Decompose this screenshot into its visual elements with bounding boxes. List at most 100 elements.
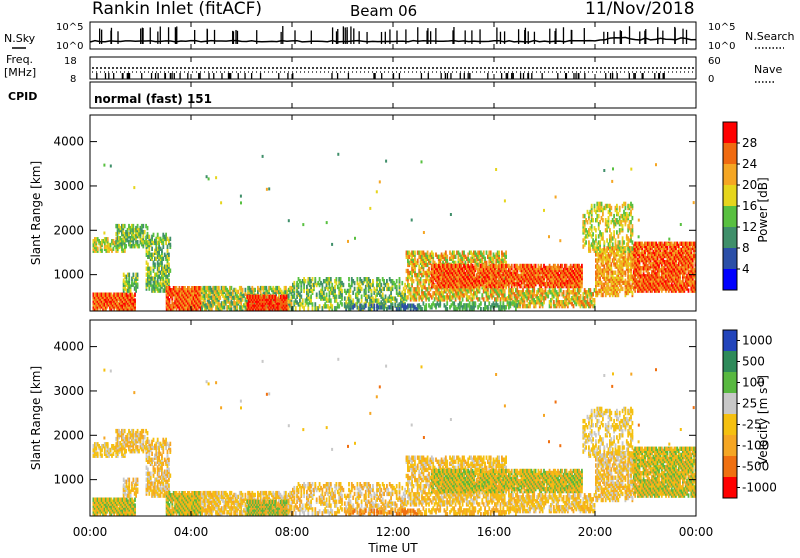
heatmap-cell <box>336 295 338 299</box>
heatmap-cell <box>312 302 314 306</box>
heatmap-cell <box>490 251 492 255</box>
heatmap-cell <box>473 295 475 299</box>
heatmap-cell <box>310 295 312 299</box>
heatmap-cell <box>245 288 247 292</box>
heatmap-cell <box>303 306 305 310</box>
freq-left-tick-bottom: 8 <box>70 74 76 85</box>
heatmap-cell <box>336 277 338 281</box>
heatmap-cell <box>148 286 150 290</box>
heatmap-cell <box>372 279 374 283</box>
heatmap-cell <box>134 298 136 302</box>
heatmap-cell <box>453 251 455 255</box>
heatmap-cell <box>299 298 301 302</box>
heatmap-cell <box>165 241 167 245</box>
heatmap-cell <box>336 281 338 285</box>
heatmap-cell <box>533 288 535 292</box>
heatmap-cell <box>338 304 340 308</box>
heatmap-cell <box>240 301 242 305</box>
heatmap-cell <box>303 289 305 293</box>
noise-series <box>90 26 696 44</box>
heatmap-cell <box>386 279 388 283</box>
heatmap-cell <box>314 277 316 281</box>
heatmap-cell <box>134 293 136 297</box>
heatmap-cell <box>265 286 267 290</box>
heatmap-cell <box>242 288 244 292</box>
heatmap-cell <box>428 297 430 301</box>
heatmap-cell <box>153 233 155 237</box>
heatmap-cell <box>446 255 448 259</box>
heatmap-cell <box>547 294 549 298</box>
heatmap-cell <box>300 287 302 291</box>
heatmap-cell <box>231 286 233 290</box>
heatmap-cell <box>504 289 506 293</box>
heatmap-cell <box>357 305 359 309</box>
heatmap-cell <box>157 233 159 237</box>
heatmap-cell <box>399 277 401 281</box>
cpid-label: CPID <box>8 90 37 103</box>
nsky-label: N.Sky <box>4 32 36 45</box>
heatmap-cell <box>130 288 132 292</box>
heatmap-cell <box>113 247 115 251</box>
heatmap-cell <box>160 288 162 292</box>
heatmap-cell <box>390 291 392 295</box>
heatmap-cell <box>137 240 139 244</box>
heatmap-cell <box>511 264 513 268</box>
heatmap-cell <box>218 286 220 290</box>
heatmap-cell <box>352 298 354 302</box>
heatmap-cell <box>396 298 398 302</box>
heatmap-cell <box>151 247 153 251</box>
heatmap-cell <box>407 295 409 299</box>
heatmap-cell <box>162 257 164 261</box>
heatmap-cell <box>295 306 297 310</box>
heatmap-cell <box>334 289 336 293</box>
noise-right-tick-bottom: 10^0 <box>708 41 735 52</box>
heatmap-cell <box>599 277 601 281</box>
heatmap-cell <box>154 263 156 267</box>
heatmap-cell <box>128 273 130 277</box>
heatmap-cell <box>540 264 542 268</box>
heatmap-cell <box>603 273 605 277</box>
heatmap-cell <box>316 293 318 297</box>
heatmap-cell <box>150 271 152 275</box>
heatmap-cell <box>144 230 146 234</box>
heatmap-cell <box>330 277 332 281</box>
heatmap-cell <box>396 285 398 289</box>
heatmap-cell <box>358 298 360 302</box>
heatmap-cell <box>299 306 301 310</box>
heatmap-cell <box>128 277 130 281</box>
heatmap-cell <box>167 249 169 253</box>
heatmap-cell <box>158 267 160 271</box>
heatmap-cell <box>341 289 343 293</box>
heatmap-cell <box>148 247 150 251</box>
heatmap-cell <box>608 271 610 275</box>
heatmap-cell <box>312 306 314 310</box>
heatmap-cell <box>162 276 164 280</box>
heatmap-cell <box>610 262 612 266</box>
heatmap-cell <box>97 247 99 251</box>
freq-left-tick-top: 18 <box>64 56 77 67</box>
freq-right-tick-bottom: 0 <box>708 74 714 85</box>
heatmap-cell <box>561 264 563 268</box>
nsearch-label: N.Search <box>745 30 795 43</box>
heatmap-cell <box>148 235 150 239</box>
heatmap-cell <box>373 304 375 308</box>
heatmap-cell <box>322 283 324 287</box>
heatmap-cell <box>371 304 373 308</box>
heatmap-cell <box>483 297 485 301</box>
freq-right-tick-top: 60 <box>708 56 721 67</box>
heatmap-cell <box>340 277 342 281</box>
heatmap-cell <box>396 279 398 283</box>
heatmap-cell <box>137 283 139 287</box>
heatmap-cell <box>124 224 126 228</box>
heatmap-cell <box>580 294 582 298</box>
heatmap-cell <box>609 258 611 262</box>
heatmap-cell <box>307 306 309 310</box>
heatmap-cell <box>150 280 152 284</box>
heatmap-cell <box>331 304 333 308</box>
heatmap-cell <box>479 297 481 301</box>
heatmap-cell <box>594 298 596 302</box>
heatmap-cell <box>350 295 352 299</box>
heatmap-cell <box>341 302 343 306</box>
heatmap-cell <box>477 268 479 272</box>
